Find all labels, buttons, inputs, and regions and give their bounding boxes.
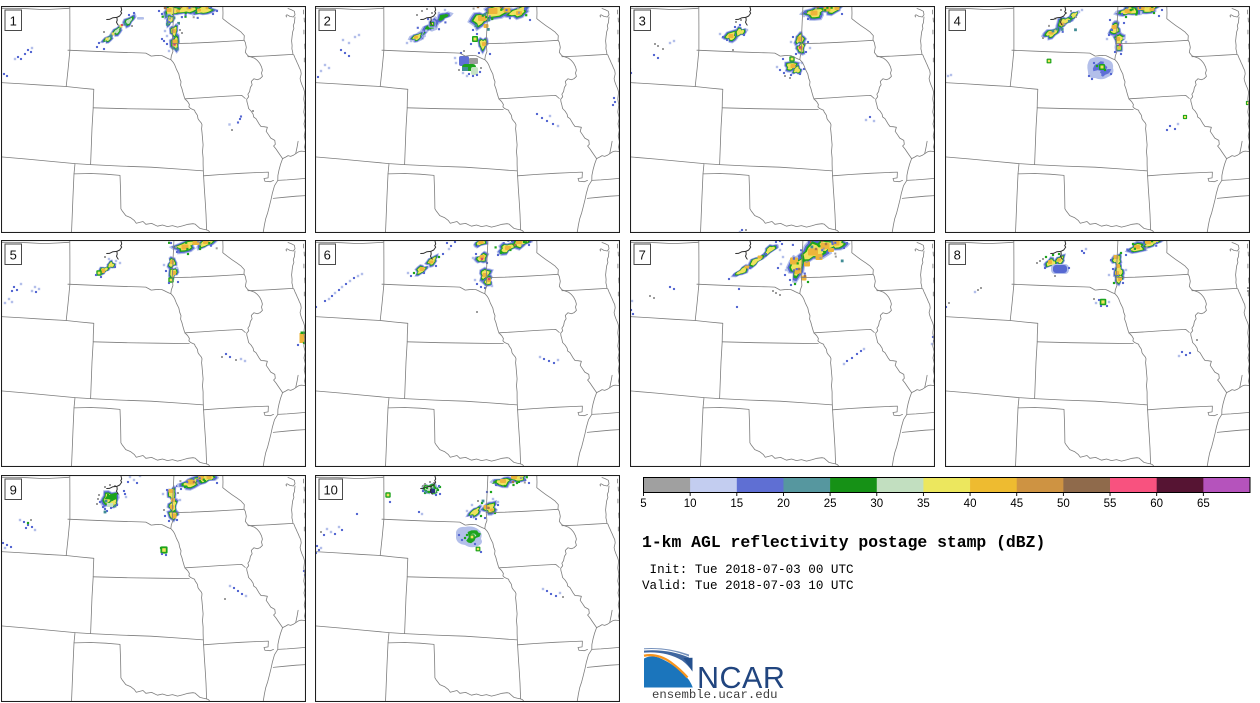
svg-text:6: 6	[324, 248, 331, 263]
svg-text:9: 9	[9, 482, 16, 497]
svg-text:10: 10	[323, 482, 337, 497]
svg-text:55: 55	[1104, 498, 1117, 510]
svg-text:4: 4	[954, 13, 961, 28]
svg-text:7: 7	[639, 248, 646, 263]
svg-text:60: 60	[1150, 498, 1163, 510]
svg-text:35: 35	[917, 498, 930, 510]
svg-text:10: 10	[684, 498, 697, 510]
svg-text:45: 45	[1010, 498, 1023, 510]
svg-text:3: 3	[639, 13, 646, 28]
svg-text:20: 20	[777, 498, 790, 510]
svg-text:1: 1	[9, 13, 16, 28]
svg-text:5: 5	[9, 248, 16, 263]
svg-text:15: 15	[730, 498, 743, 510]
svg-text:30: 30	[870, 498, 883, 510]
svg-text:25: 25	[824, 498, 837, 510]
svg-text:8: 8	[954, 248, 961, 263]
svg-text:50: 50	[1057, 498, 1070, 510]
svg-text:65: 65	[1197, 498, 1210, 510]
svg-text:5: 5	[640, 498, 646, 510]
svg-text:40: 40	[964, 498, 977, 510]
svg-text:2: 2	[324, 13, 331, 28]
svg-text:NCAR: NCAR	[697, 661, 785, 695]
